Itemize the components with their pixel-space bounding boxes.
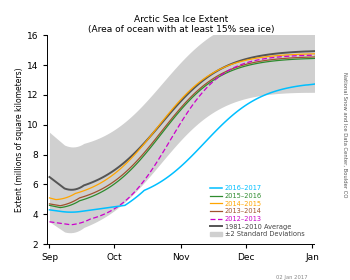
- Title: Arctic Sea Ice Extent
(Area of ocean with at least 15% sea ice): Arctic Sea Ice Extent (Area of ocean wit…: [88, 15, 274, 34]
- Text: 02 Jan 2017: 02 Jan 2017: [276, 275, 308, 280]
- Y-axis label: Extent (millions of square kilometers): Extent (millions of square kilometers): [15, 67, 24, 212]
- Text: National Snow and Ice Data Center, Boulder CO: National Snow and Ice Data Center, Bould…: [342, 72, 347, 197]
- Legend: 2016–2017, 2015–2016, 2014–2015, 2013–2014, 2012–2013, 1981–2010 Average, ±2 Sta: 2016–2017, 2015–2016, 2014–2015, 2013–20…: [209, 184, 306, 239]
